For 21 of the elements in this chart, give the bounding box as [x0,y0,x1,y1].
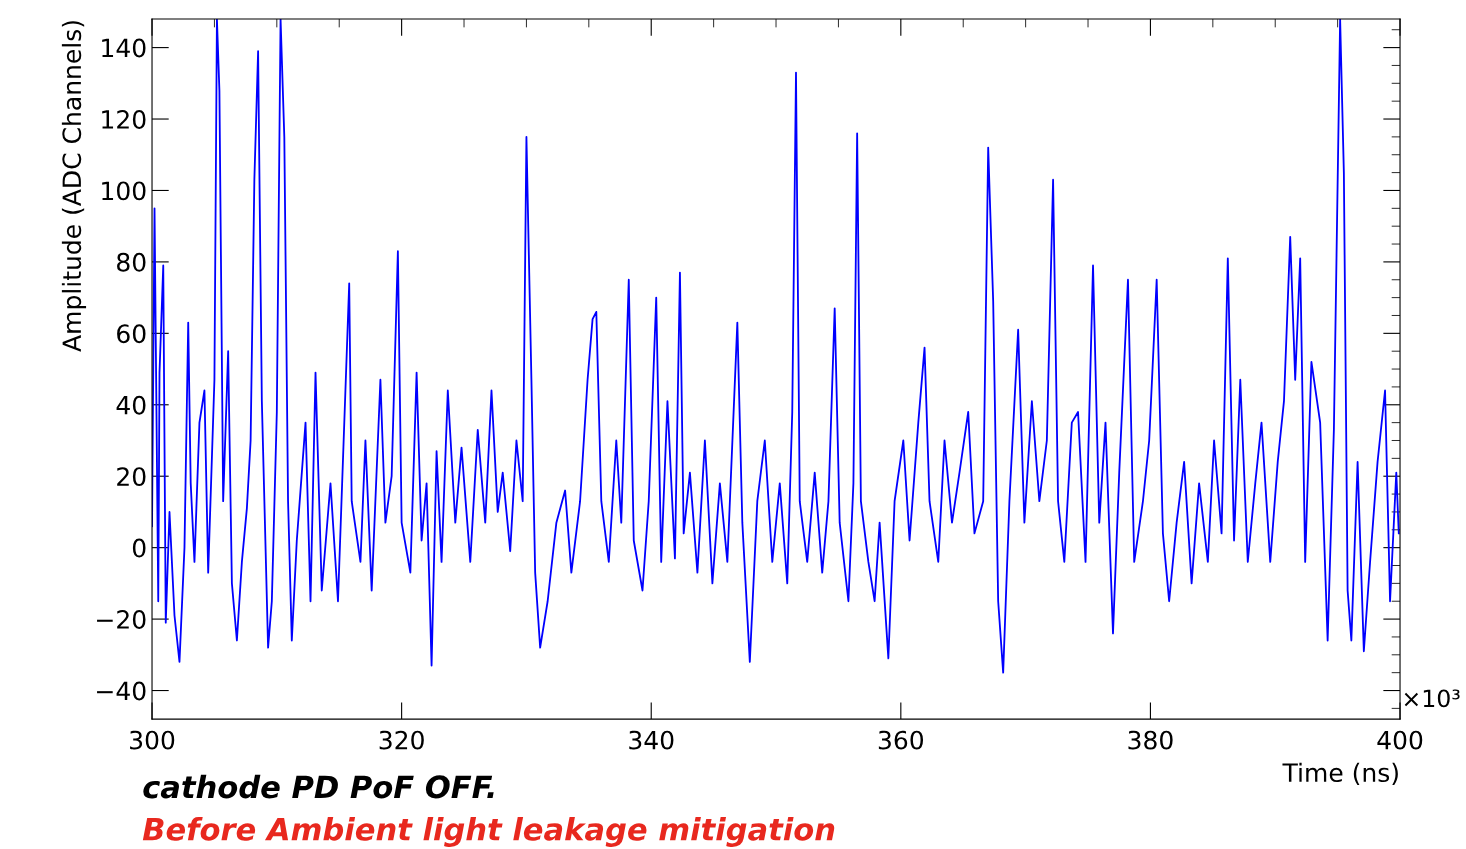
y-tick-label: 40 [116,395,146,415]
y-tick-label: 140 [102,38,146,58]
y-tick-label: −40 [97,681,146,701]
y-tick-label: 60 [117,324,146,344]
x-tick-label: 380 [1128,730,1173,750]
x-tick-label: 300 [130,730,175,750]
y-axis-title: Amplitude (ADC Channels) [61,21,87,352]
y-tick-label: 120 [102,109,146,129]
y-tick-label: 20 [117,467,146,487]
text: Before Ambient light leakage mitigation [142,817,835,847]
y-tick-label: −20 [97,610,146,629]
x-tick-label: 320 [379,730,424,750]
x-tick-label: 360 [878,730,924,750]
x-tick-label: 340 [629,730,674,750]
text: cathode PD PoF OFF. [143,774,494,799]
y-tick-label: 100 [102,181,146,201]
y-tick-label: 80 [117,252,146,272]
x-axis-title: Time (ns) [1282,762,1398,786]
y-tick-label: 0 [132,538,146,558]
text: ×10³ [1404,689,1460,708]
x-tick-label: 400 [1377,730,1423,750]
